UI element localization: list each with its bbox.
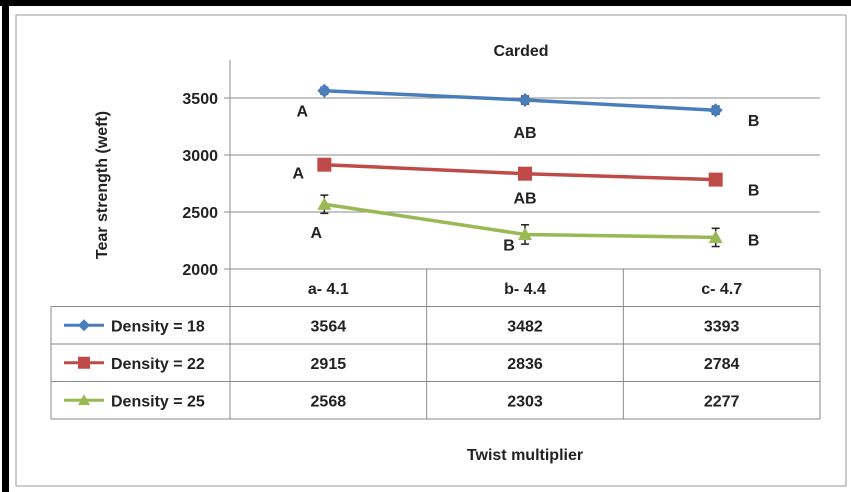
data-point xyxy=(518,93,532,108)
table-value: 2784 xyxy=(704,356,740,373)
significance-letter: B xyxy=(748,183,760,200)
y-tick-label: 3500 xyxy=(182,91,218,108)
significance-letter: A xyxy=(311,225,323,242)
table-value: 3564 xyxy=(311,318,347,335)
table-value: 3393 xyxy=(704,318,740,335)
data-point xyxy=(317,197,332,210)
chart-area-border xyxy=(15,14,847,487)
significance-letter: B xyxy=(748,232,760,249)
legend-entry: Density = 22 xyxy=(111,356,205,373)
data-point xyxy=(518,166,532,181)
data-point xyxy=(708,230,723,244)
table-value: 2303 xyxy=(507,393,543,410)
chart-title: Carded xyxy=(493,43,548,60)
table-value: 2568 xyxy=(311,393,347,410)
y-tick-label: 2000 xyxy=(182,262,218,279)
data-point xyxy=(708,172,723,187)
gridlines: 2000 2500 3000 3500 xyxy=(182,60,820,279)
y-tick-label: 2500 xyxy=(182,205,218,222)
data-table: a- 4.1 b- 4.4 c- 4.7 Density = 18 3564 3482 33… xyxy=(50,268,821,420)
table-value: 3482 xyxy=(507,318,543,335)
table-value: 2915 xyxy=(311,356,347,373)
table-value: 2836 xyxy=(507,356,543,373)
category-label: b- 4.4 xyxy=(504,281,546,298)
frame-left-bar xyxy=(2,0,9,492)
table-value: 2277 xyxy=(704,393,740,410)
significance-letter: AB xyxy=(513,191,536,208)
legend-entry: Density = 25 xyxy=(111,393,205,410)
significance-letter: AB xyxy=(513,125,536,142)
legend-marker xyxy=(78,356,90,369)
data-point xyxy=(317,157,332,172)
legend-marker xyxy=(78,394,90,406)
category-label: c- 4.7 xyxy=(701,281,742,298)
category-label: a- 4.1 xyxy=(308,281,349,298)
legend-entry: Density = 18 xyxy=(111,318,205,335)
legend-marker xyxy=(78,319,90,332)
data-point xyxy=(708,103,723,118)
data-point xyxy=(317,83,332,98)
x-axis-label: Twist multiplier xyxy=(467,447,583,464)
data-point xyxy=(518,227,532,241)
significance-letter: B xyxy=(503,237,515,254)
significance-letter: B xyxy=(748,113,760,130)
y-tick-label: 3000 xyxy=(182,148,218,165)
significance-letter: A xyxy=(297,104,309,121)
y-axis-label: Tear strength (weft) xyxy=(94,111,111,259)
frame-top-bar xyxy=(0,0,851,6)
significance-letter: A xyxy=(293,166,305,183)
